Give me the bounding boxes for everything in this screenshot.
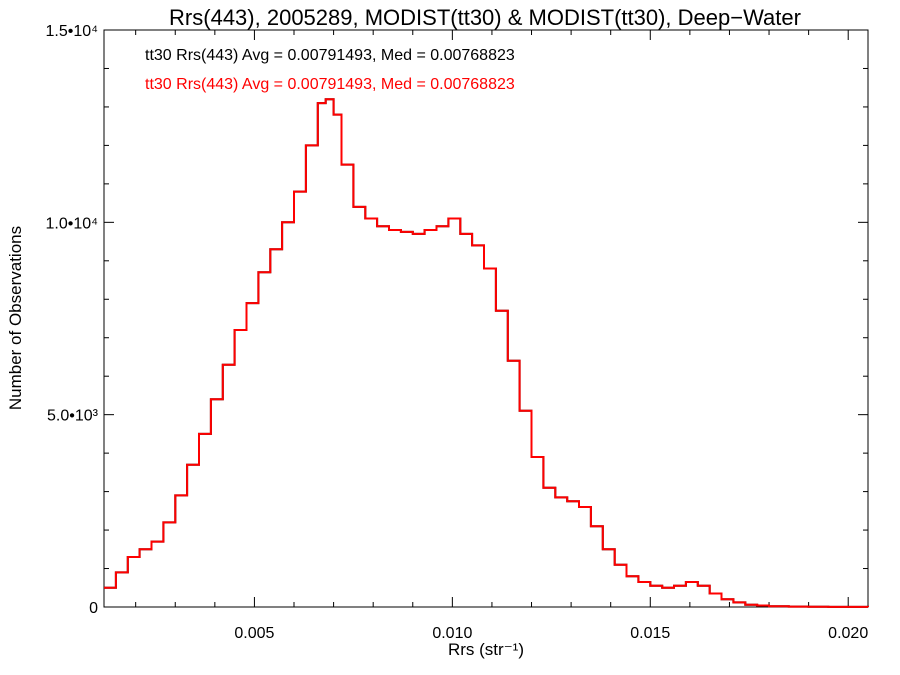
series-layer bbox=[104, 98, 869, 608]
y-axis-ticks: 0 5.0•10³ 1.0•10⁴ 1.5•10⁴ bbox=[45, 23, 868, 617]
series-line-red bbox=[104, 98, 869, 608]
plot-frame bbox=[103, 29, 869, 608]
y-axis-label: Number of Observations bbox=[6, 226, 25, 410]
y-tick-label: 0 bbox=[89, 600, 98, 617]
legend-entry-black: tt30 Rrs(443) Avg = 0.00791493, Med = 0.… bbox=[145, 47, 515, 64]
x-tick-label: 0.015 bbox=[630, 625, 670, 642]
x-axis-ticks: 0.005 0.010 0.015 0.020 bbox=[135, 30, 868, 642]
plot-area: 0.005 0.010 0.015 0.020 0 5.0•10³ 1.0•10⁴ 1.5•… bbox=[45, 23, 869, 642]
x-axis-label: Rrs (str⁻¹) bbox=[448, 640, 524, 659]
y-tick-label: 5.0•10³ bbox=[47, 408, 99, 425]
y-tick-label: 1.5•10⁴ bbox=[45, 23, 98, 40]
legend-entry-red: tt30 Rrs(443) Avg = 0.00791493, Med = 0.… bbox=[145, 76, 515, 93]
x-tick-label: 0.005 bbox=[234, 625, 274, 642]
chart-title: Rrs(443), 2005289, MODIST(tt30) & MODIST… bbox=[169, 5, 801, 30]
x-tick-label: 0.020 bbox=[828, 625, 868, 642]
y-tick-label: 1.0•10⁴ bbox=[45, 215, 98, 232]
x-tick-label: 0.010 bbox=[432, 625, 472, 642]
